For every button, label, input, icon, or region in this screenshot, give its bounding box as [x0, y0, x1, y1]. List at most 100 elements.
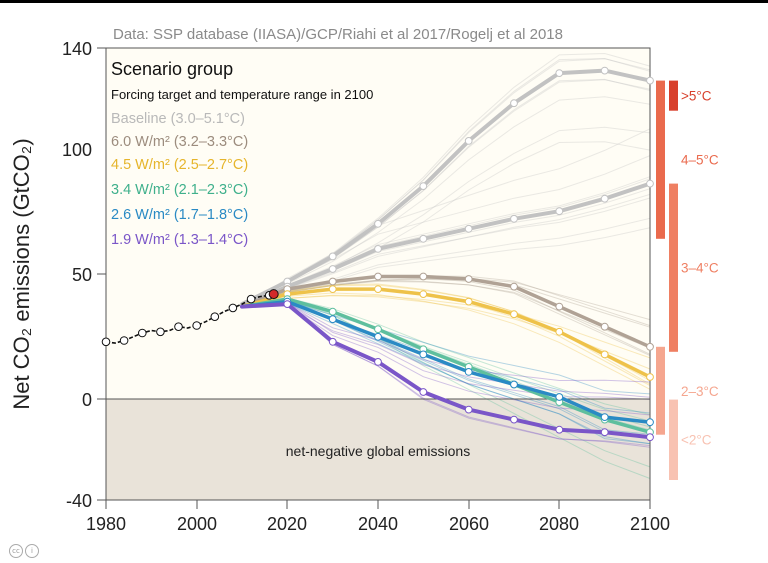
by-icon: i [25, 544, 39, 558]
historical-point [192, 321, 201, 330]
series-point [510, 282, 518, 291]
series-point [328, 285, 337, 294]
temperature-range-label: 2–3°C [681, 384, 719, 399]
x-tick-label: 2020 [267, 514, 307, 534]
x-tick-label: 2080 [539, 514, 579, 534]
series-point [419, 388, 428, 396]
historical-point [174, 322, 183, 332]
ensemble-line [241, 193, 651, 308]
historical-point [228, 303, 238, 313]
series-point [464, 275, 473, 283]
series-line [240, 302, 652, 440]
series-point [464, 297, 473, 306]
series-point [328, 265, 337, 273]
series-point [328, 277, 337, 286]
series-point [283, 300, 292, 309]
historical-point [101, 337, 111, 347]
license-icons: cc i [9, 543, 41, 558]
series-point [646, 373, 654, 381]
temperature-range-label: 4–5°C [681, 153, 719, 168]
temperature-range-bar [669, 399, 678, 480]
series-point [374, 245, 382, 253]
series-point [419, 182, 428, 191]
ensemble-line [241, 197, 651, 308]
series-point [374, 325, 382, 334]
series-point [510, 380, 518, 389]
series-point [374, 219, 382, 228]
series-line [240, 181, 652, 309]
series-point [555, 425, 564, 434]
ensemble-line [241, 300, 651, 395]
temperature-range-bar [656, 346, 665, 435]
series-point [374, 272, 382, 281]
ensemble-line [241, 302, 651, 445]
series-point [328, 252, 337, 261]
historical-layer [101, 289, 279, 347]
ensemble-line [241, 297, 651, 416]
series-point [464, 405, 473, 414]
ensemble-line [241, 302, 651, 400]
series-point [510, 99, 518, 108]
series-point [555, 393, 564, 401]
series-line [240, 68, 652, 307]
series-point [328, 307, 337, 316]
y-axis-label: Net CO₂ emissions (GtCO₂) [9, 138, 34, 409]
legend-subtitle: Forcing target and temperature range in … [111, 87, 373, 102]
y-axis: 140 100 50 0 -40 [62, 39, 106, 511]
historical-point [156, 327, 165, 337]
ensemble-line [241, 96, 651, 305]
series-point [600, 322, 609, 331]
series-point [646, 179, 654, 188]
temperature-range-label: 3–4°C [681, 261, 719, 276]
source-text: Data: SSP database (IIASA)/GCP/Riahi et … [113, 26, 563, 43]
series-point [374, 285, 382, 294]
ensemble-line [241, 176, 651, 308]
series-point [600, 350, 609, 359]
historical-latest-point [268, 289, 279, 300]
temperature-range-bars: >5°C 4–5°C 3–4°C 2–3°C <2°C [656, 80, 719, 480]
series-point [419, 234, 428, 243]
series-point [555, 302, 564, 311]
ensemble-line [241, 141, 651, 305]
ensemble-line [241, 294, 651, 359]
legend: Scenario group Forcing target and temper… [111, 59, 373, 248]
legend-item-baseline: Baseline (3.0–5.1°C) [111, 111, 245, 127]
temperature-range-label: <2°C [681, 433, 712, 448]
series-point [510, 214, 518, 223]
series-point [555, 207, 564, 216]
legend-item-6-0: 6.0 W/m² (3.2–3.3°C) [111, 134, 248, 150]
series-point [600, 66, 609, 75]
net-negative-label: net-negative global emissions [286, 443, 470, 459]
temperature-range-bar [669, 80, 678, 111]
series-point [464, 224, 473, 233]
historical-point [138, 328, 147, 338]
historical-point [246, 294, 256, 304]
legend-item-3-4: 3.4 W/m² (2.1–2.3°C) [111, 182, 248, 198]
series-point [419, 350, 428, 359]
series-point [555, 327, 564, 336]
series-point [646, 342, 654, 351]
x-tick-label: 2100 [630, 514, 670, 534]
net-negative-region [106, 399, 650, 500]
x-tick-label: 2060 [449, 514, 489, 534]
ensemble-line [241, 278, 651, 328]
legend-item-4-5: 4.5 W/m² (2.5–2.7°C) [111, 157, 248, 173]
top-border [0, 0, 768, 3]
series-line [240, 297, 652, 434]
series-point [646, 418, 654, 427]
series-point [374, 332, 382, 341]
x-tick-label: 1980 [86, 514, 126, 534]
ensemble-line [241, 128, 651, 308]
temperature-range-bar [656, 80, 665, 239]
series-point [419, 272, 428, 281]
series-point [555, 69, 564, 77]
series-point [328, 337, 337, 346]
series-point [646, 433, 654, 442]
y-tick-label: 50 [72, 265, 92, 285]
series-point [464, 368, 473, 376]
series-point [374, 358, 382, 366]
x-tick-label: 2000 [177, 514, 217, 534]
historical-point [210, 312, 220, 322]
y-tick-label: 100 [62, 140, 92, 160]
